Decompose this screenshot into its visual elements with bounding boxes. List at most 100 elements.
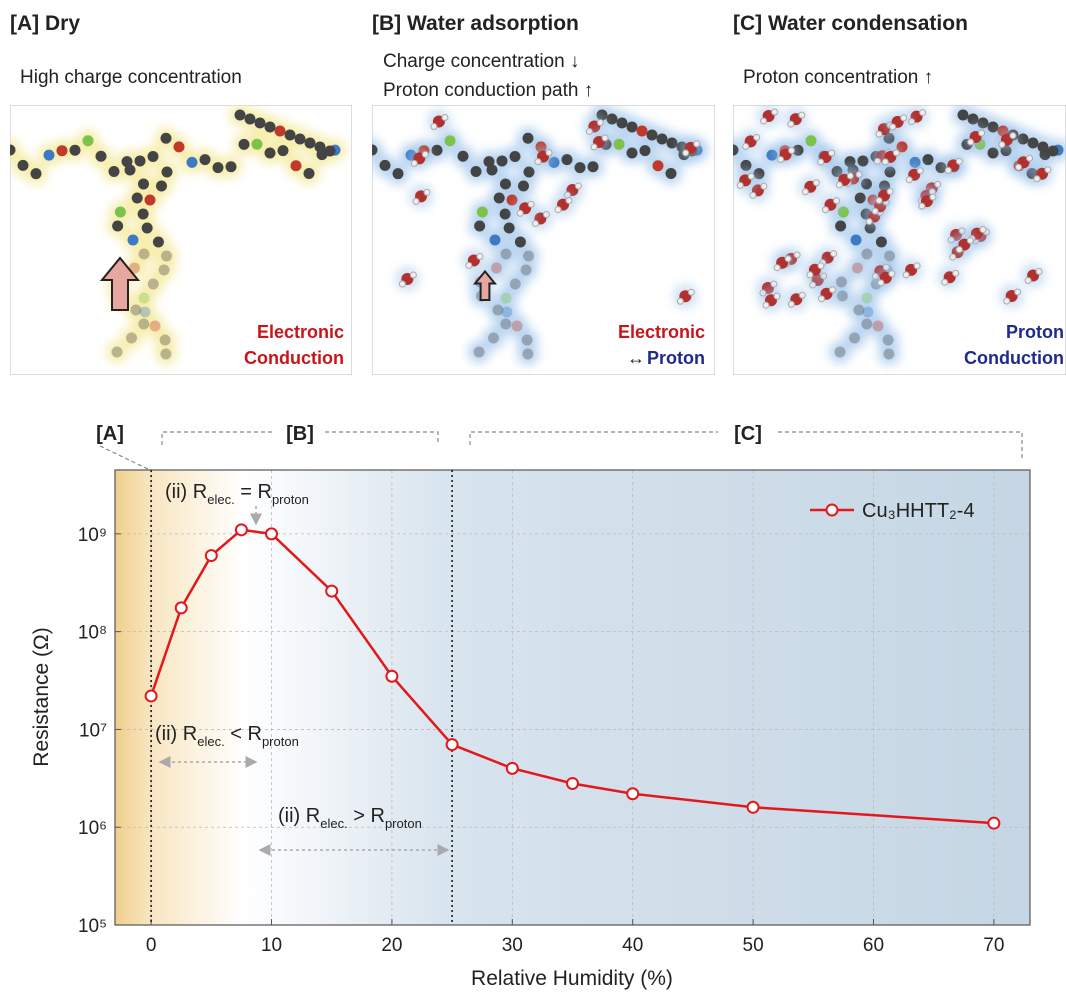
y-tick-label: 10⁸ xyxy=(78,623,107,644)
atom xyxy=(626,121,638,133)
atom xyxy=(922,154,934,166)
data-point xyxy=(144,689,158,703)
plot-frame xyxy=(114,469,1031,926)
panel-label: Electronic xyxy=(257,322,344,342)
x-tick-label: 0 xyxy=(146,935,157,956)
atom xyxy=(149,320,161,332)
atom xyxy=(152,236,164,248)
data-point xyxy=(325,584,339,598)
panel-label: Conduction xyxy=(964,348,1064,368)
water-h xyxy=(979,226,987,234)
atom xyxy=(957,109,969,121)
water-h xyxy=(833,197,841,205)
water-h xyxy=(913,262,921,270)
region-label: [A] xyxy=(96,423,124,445)
atom xyxy=(111,346,123,358)
data-point xyxy=(445,738,459,752)
water-h xyxy=(886,187,894,195)
water-h xyxy=(871,207,879,215)
water-h xyxy=(875,130,883,138)
atom xyxy=(199,154,211,166)
atom xyxy=(131,192,143,204)
atom xyxy=(147,151,159,163)
atom xyxy=(134,155,146,167)
atom xyxy=(503,222,515,234)
annotation-text: (ii) R xyxy=(165,481,207,503)
atom xyxy=(274,125,286,137)
water-h xyxy=(955,157,963,165)
water-h xyxy=(410,159,418,167)
atom xyxy=(501,306,513,318)
water-h xyxy=(817,262,825,270)
data-point xyxy=(265,527,279,541)
water-h xyxy=(421,150,429,158)
atom xyxy=(141,222,153,234)
water-h xyxy=(693,140,701,148)
atom xyxy=(17,159,29,171)
water-h xyxy=(955,246,963,254)
panel-images xyxy=(10,105,1066,375)
glow-dot xyxy=(828,341,851,363)
atom xyxy=(483,156,495,168)
water-h xyxy=(465,261,473,269)
water-h xyxy=(682,149,690,157)
panel-title: [B] Water adsorption xyxy=(372,12,579,35)
atom xyxy=(392,168,404,180)
atom xyxy=(379,159,391,171)
x-tick-label: 20 xyxy=(381,935,402,956)
atom xyxy=(861,248,873,260)
region-brackets xyxy=(99,431,1023,471)
atom xyxy=(509,278,521,290)
water-h xyxy=(760,182,768,190)
atom xyxy=(835,220,847,232)
atom xyxy=(496,155,508,167)
atom xyxy=(294,133,306,145)
atom xyxy=(158,264,170,276)
atom xyxy=(139,306,151,318)
water-h xyxy=(441,114,449,122)
atom xyxy=(114,206,126,218)
atom xyxy=(264,147,276,159)
panel-title: [C] Water condensation xyxy=(733,12,968,35)
atom xyxy=(834,346,846,358)
water-h xyxy=(919,109,927,117)
water-h xyxy=(798,291,806,299)
atom xyxy=(147,278,159,290)
glow-dot xyxy=(846,257,869,279)
water-h xyxy=(888,270,896,278)
atom xyxy=(474,220,486,232)
glow-dot xyxy=(105,341,128,363)
atom xyxy=(234,109,246,121)
atom xyxy=(492,304,504,316)
panel-caption: High charge concentration xyxy=(20,67,242,88)
data-point xyxy=(626,787,640,801)
water-h xyxy=(409,271,417,279)
water-h xyxy=(900,114,908,122)
annotation-subscript: elec. xyxy=(207,492,234,507)
atom xyxy=(137,208,149,220)
data-point xyxy=(174,601,188,615)
water-h xyxy=(753,133,761,141)
atom xyxy=(626,147,638,159)
atom xyxy=(1047,145,1059,157)
data-point xyxy=(385,669,399,683)
water-h xyxy=(398,280,406,288)
annotation-text: > R xyxy=(348,805,385,827)
panel-image xyxy=(372,105,715,375)
water-h xyxy=(771,108,779,116)
x-tick-label: 50 xyxy=(743,935,764,956)
water-h xyxy=(747,172,755,180)
atom xyxy=(509,151,521,163)
water-h xyxy=(817,295,825,303)
atom xyxy=(883,348,895,360)
atom xyxy=(862,306,874,318)
x-tick-label: 60 xyxy=(863,935,884,956)
atom xyxy=(238,138,250,150)
atom xyxy=(861,292,873,304)
atom xyxy=(523,166,535,178)
glow-dot xyxy=(843,327,866,349)
conduction-arrow xyxy=(99,256,141,311)
atom xyxy=(517,180,529,192)
atom xyxy=(159,334,171,346)
water-h xyxy=(892,149,900,157)
